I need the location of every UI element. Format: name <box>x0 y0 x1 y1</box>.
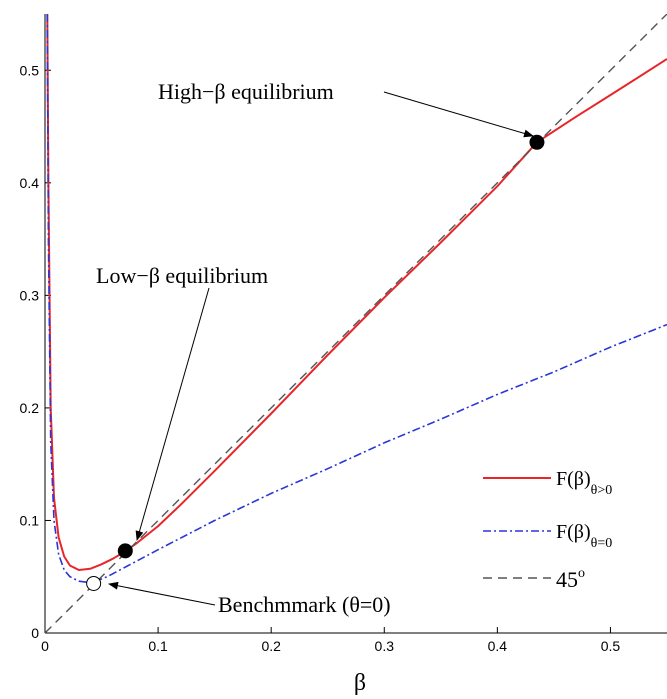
equilibrium-point-2 <box>86 575 102 591</box>
annotation-benchmark: Benchmmark (θ=0) <box>218 592 391 617</box>
x-axis-label: β <box>354 670 366 696</box>
y-tick-label: 0 <box>31 625 39 641</box>
series-line-0 <box>46 14 667 571</box>
y-tick-label: 0.3 <box>20 287 40 303</box>
y-tick-label: 0.5 <box>20 62 40 78</box>
annotation-low-beta: Low−β equilibrium <box>96 263 268 288</box>
legend-label-45: 45o <box>556 566 585 592</box>
x-tick-label: 0.1 <box>148 638 168 654</box>
series-line-1 <box>46 14 667 584</box>
legend-label-theta-pos: F(β)θ>0 <box>556 468 612 498</box>
points-layer <box>86 134 545 591</box>
x-tick-label: 0.3 <box>375 638 395 654</box>
x-tick-label: 0.4 <box>488 638 508 654</box>
y-tick-label: 0.4 <box>20 175 40 191</box>
series-layer <box>45 14 667 633</box>
arrow-benchmark <box>108 581 216 606</box>
y-tick-label: 0.1 <box>20 512 40 528</box>
axes: 0 0.1 0.2 0.3 0.4 0.5 0 0.1 0.2 0.3 0.4 0.5 <box>20 14 667 654</box>
arrow-low-beta <box>135 287 210 541</box>
series-line-2 <box>45 14 667 633</box>
x-tick-label: 0.5 <box>601 638 621 654</box>
legend-label-theta-zero: F(β)θ=0 <box>556 521 612 551</box>
y-tick-label: 0.2 <box>20 400 40 416</box>
legend: F(β)θ>0 F(β)θ=0 45o <box>483 468 612 592</box>
x-tick-label: 0.2 <box>261 638 281 654</box>
equilibrium-point-0 <box>117 543 133 559</box>
annotation-high-beta: High−β equilibrium <box>158 79 334 104</box>
x-tick-label: 0 <box>41 638 49 654</box>
equilibrium-point-1 <box>529 134 545 150</box>
arrow-high-beta <box>383 91 534 138</box>
